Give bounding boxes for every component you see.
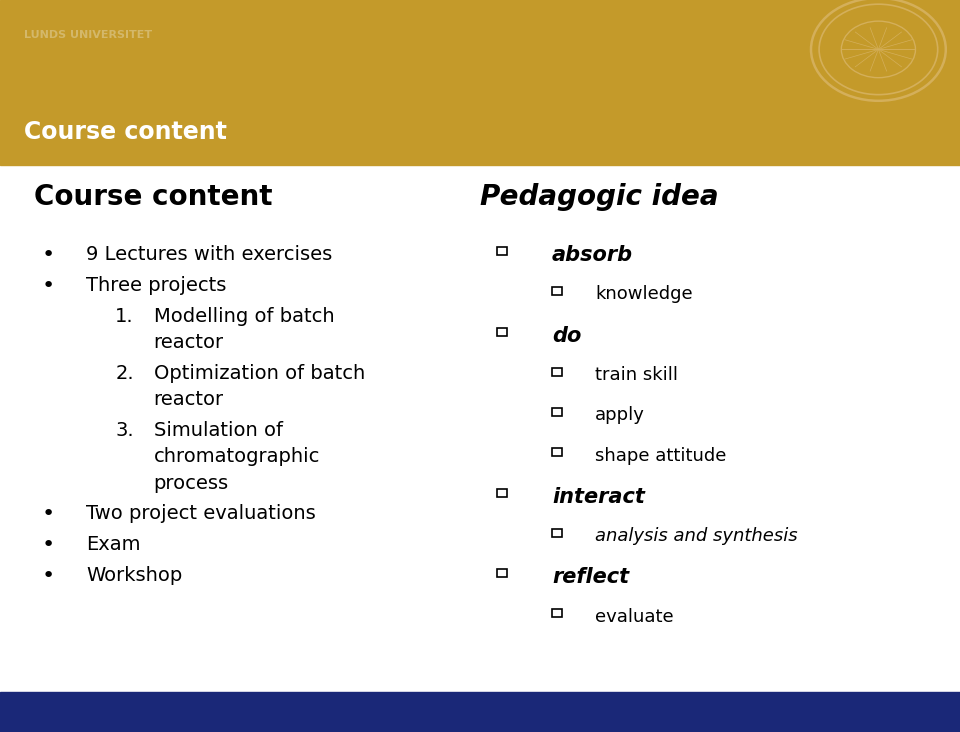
Text: 3.: 3. [115,421,133,440]
Text: •: • [41,566,55,586]
Bar [0,692,960,732]
Bar [552,448,562,457]
Bar [497,488,507,497]
Text: absorb: absorb [552,245,634,265]
Bar [552,287,562,296]
Bar [552,408,562,417]
Text: 2.: 2. [115,364,133,383]
Text: Course content: Course content [34,183,272,211]
Text: train skill: train skill [595,366,678,384]
Text: Three projects: Three projects [86,276,227,295]
Text: chromatographic: chromatographic [154,447,320,466]
Text: Course content: Course content [24,120,227,143]
Bar [497,327,507,336]
Text: Modelling of batch: Modelling of batch [154,307,334,326]
Bar [497,247,507,255]
Text: •: • [41,504,55,524]
Text: Simulation of: Simulation of [154,421,282,440]
Text: apply: apply [595,406,645,425]
Text: do: do [552,326,582,346]
Text: Workshop: Workshop [86,566,182,585]
Text: reactor: reactor [154,333,224,352]
Text: 1.: 1. [115,307,133,326]
Text: •: • [41,276,55,296]
Text: •: • [41,535,55,555]
Text: LUNDS UNIVERSITET: LUNDS UNIVERSITET [24,29,152,40]
Text: Pedagogic idea: Pedagogic idea [480,183,719,211]
Text: 9 Lectures with exercises: 9 Lectures with exercises [86,245,333,264]
Text: Two project evaluations: Two project evaluations [86,504,316,523]
Text: interact: interact [552,487,645,507]
Text: •: • [41,245,55,265]
Bar [0,99,960,165]
Text: knowledge: knowledge [595,285,693,304]
Text: shape attitude: shape attitude [595,447,727,465]
Bar [0,0,960,99]
Text: Optimization of batch: Optimization of batch [154,364,365,383]
Bar [552,367,562,376]
Text: Exam: Exam [86,535,141,554]
Text: analysis and synthesis: analysis and synthesis [595,527,798,545]
Text: process: process [154,474,228,493]
Text: evaluate: evaluate [595,608,674,626]
Text: reflect: reflect [552,567,629,587]
Bar [497,569,507,578]
Circle shape [811,0,946,101]
Bar [552,609,562,618]
Bar [552,529,562,537]
Text: reactor: reactor [154,390,224,409]
